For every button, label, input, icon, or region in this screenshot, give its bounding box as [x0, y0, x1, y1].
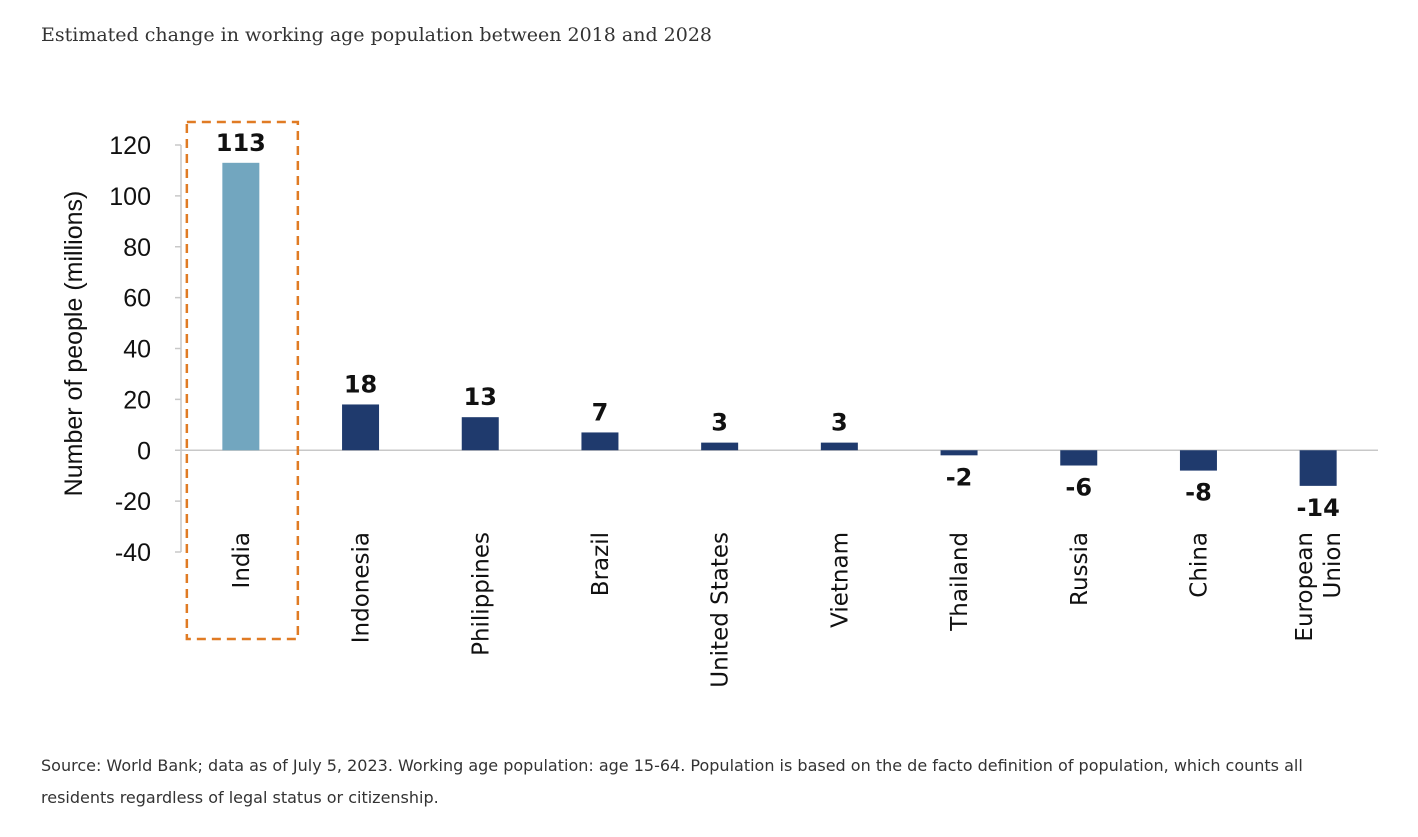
- category-label-line: European: [1292, 532, 1318, 642]
- y-tick-label: -40: [115, 539, 151, 567]
- y-tick-label: 100: [109, 183, 151, 211]
- category-label-line: China: [1186, 532, 1212, 598]
- category-label: Thailand: [947, 532, 973, 632]
- category-label: Indonesia: [349, 532, 375, 643]
- category-label-line: Indonesia: [349, 532, 375, 643]
- category-label: China: [1186, 532, 1212, 598]
- category-label: Philippines: [468, 532, 494, 656]
- bar-philippines: [461, 417, 499, 451]
- y-tick-label: 40: [123, 336, 151, 364]
- bar-brazil: [581, 432, 619, 451]
- bar-chart: 120 100 80 60 40 20 0 -20 -40 Number of people (m…: [60, 120, 1378, 688]
- category-label: Brazil: [588, 532, 614, 596]
- category-label-line: Russia: [1067, 532, 1093, 606]
- data-label: 18: [344, 370, 377, 398]
- data-label: -2: [946, 463, 973, 491]
- data-label: 7: [592, 398, 609, 426]
- category-label-line: India: [229, 532, 255, 588]
- category-label: EuropeanUnion: [1292, 532, 1346, 642]
- y-tick-label: 20: [123, 386, 151, 414]
- category-label: India: [229, 532, 255, 588]
- data-label: 113: [216, 129, 266, 157]
- source-note: Source: World Bank; data as of July 5, 2…: [41, 756, 1303, 807]
- data-label: 13: [464, 383, 497, 411]
- data-label: 3: [831, 409, 848, 437]
- bar-united-states: [701, 442, 739, 451]
- y-tick-label: 120: [109, 132, 151, 160]
- bar-european-union: [1299, 450, 1337, 486]
- bar-thailand: [940, 450, 978, 456]
- data-label: -6: [1065, 474, 1092, 502]
- category-label: Vietnam: [827, 532, 853, 628]
- bar-russia: [1060, 450, 1098, 466]
- category-label-line: Philippines: [468, 532, 494, 656]
- bar-indonesia: [342, 404, 380, 451]
- bar-vietnam: [820, 442, 858, 451]
- y-axis-title: Number of people (millions): [60, 191, 88, 497]
- y-tick-label: 0: [137, 437, 151, 465]
- y-tick-label: 60: [123, 285, 151, 313]
- y-tick-label: -20: [115, 488, 151, 516]
- chart-title: Estimated change in working age populati…: [41, 24, 713, 46]
- category-label-line: United States: [708, 532, 734, 688]
- category-label-line: Union: [1320, 532, 1346, 598]
- data-label: -14: [1296, 494, 1339, 522]
- category-label: United States: [708, 532, 734, 688]
- y-tick-label: 80: [123, 234, 151, 262]
- category-label-line: Brazil: [588, 532, 614, 596]
- category-label-line: Vietnam: [827, 532, 853, 628]
- category-label: Russia: [1067, 532, 1093, 606]
- bar-china: [1179, 450, 1217, 471]
- category-label-line: Thailand: [947, 532, 973, 632]
- highlight-box: [185, 120, 300, 641]
- data-label: -8: [1185, 479, 1212, 507]
- data-label: 3: [711, 409, 728, 437]
- bar-india: [222, 162, 260, 451]
